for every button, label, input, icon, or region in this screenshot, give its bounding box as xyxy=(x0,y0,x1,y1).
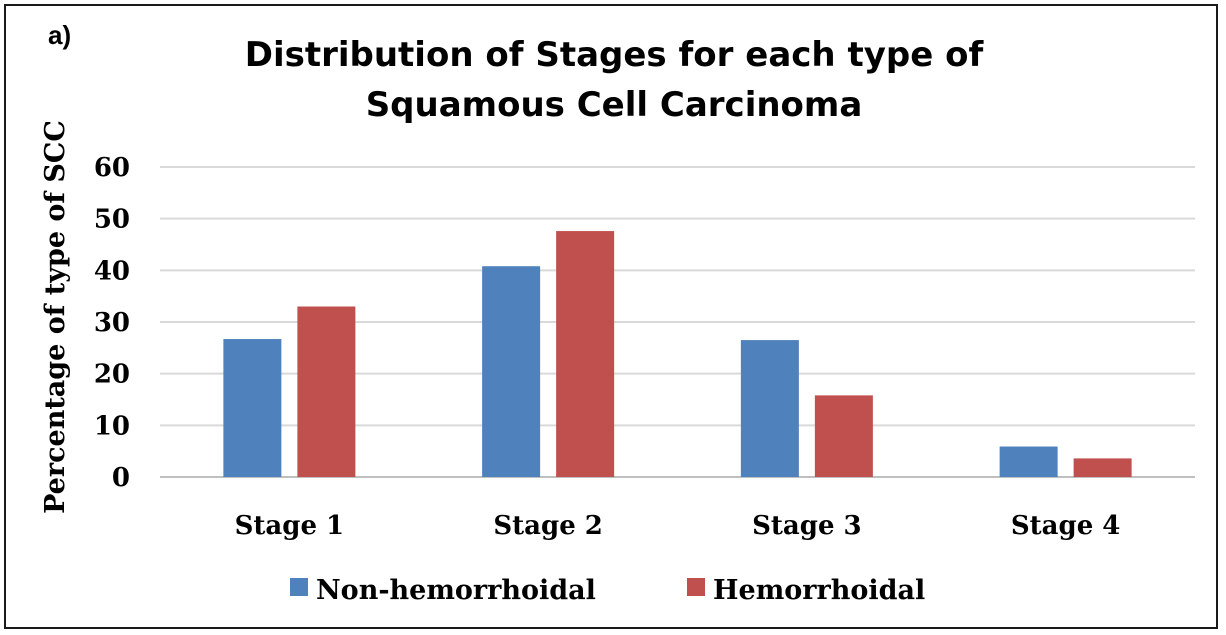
legend-label-1: Non-hemorrhoidal xyxy=(316,575,596,606)
y-axis-label: Percentage of type of SCC xyxy=(40,120,71,514)
y-tick-label-30: 30 xyxy=(94,308,130,338)
panel-label: a) xyxy=(48,20,72,50)
legend: Non-hemorrhoidal Hemorrhoidal xyxy=(290,575,925,606)
y-tick-label-10: 10 xyxy=(94,411,130,441)
y-tick-label-60: 60 xyxy=(94,153,130,183)
chart-title-line-2: Squamous Cell Carcinoma xyxy=(366,85,863,125)
x-category-label-2: Stage 2 xyxy=(493,511,603,541)
bar-non-hemorrhoidal-1 xyxy=(223,339,282,477)
y-tick-label-50: 50 xyxy=(94,205,130,235)
y-tick-label-20: 20 xyxy=(94,360,130,390)
legend-swatch-2 xyxy=(687,578,705,596)
bars xyxy=(223,231,1132,477)
legend-swatch-1 xyxy=(290,578,308,596)
y-tick-label-0: 0 xyxy=(112,463,130,493)
bar-non-hemorrhoidal-4 xyxy=(999,446,1058,477)
y-tick-label-40: 40 xyxy=(94,256,130,286)
x-category-label-1: Stage 1 xyxy=(235,511,345,541)
bar-non-hemorrhoidal-2 xyxy=(482,266,541,477)
chart-title-line-1: Distribution of Stages for each type of xyxy=(245,35,985,75)
bar-hemorrhoidal-3 xyxy=(814,395,873,477)
legend-label-2: Hemorrhoidal xyxy=(713,575,925,606)
bar-hemorrhoidal-4 xyxy=(1073,458,1132,477)
bar-hemorrhoidal-2 xyxy=(556,231,615,477)
x-category-labels: Stage 1 Stage 2 Stage 3 Stage 4 xyxy=(235,511,1121,541)
bar-hemorrhoidal-1 xyxy=(297,306,356,477)
bar-non-hemorrhoidal-3 xyxy=(740,340,799,477)
x-category-label-4: Stage 4 xyxy=(1011,511,1121,541)
x-category-label-3: Stage 3 xyxy=(752,511,862,541)
y-tick-labels: 0 10 20 30 40 50 60 xyxy=(94,153,130,493)
